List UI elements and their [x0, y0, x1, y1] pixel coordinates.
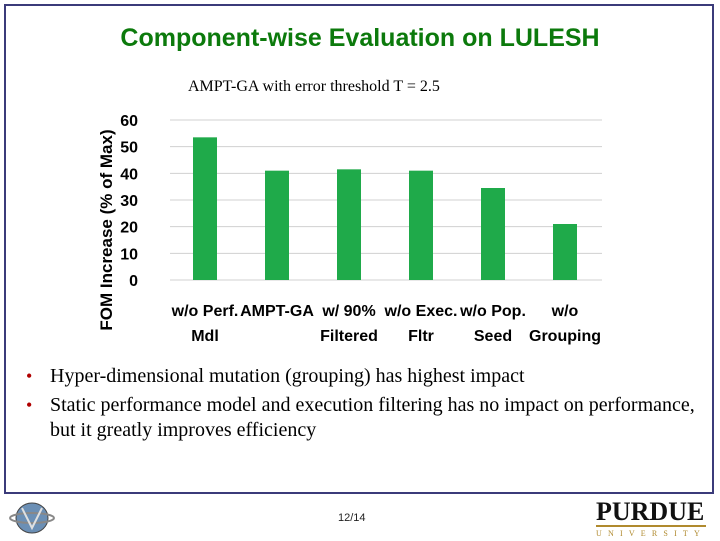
- y-tick-label: 60: [120, 113, 138, 130]
- bar-chart: 60 50 40 30 20 10 0 w/o Perf. Mdl AMPT-GA w/ 90% F…: [97, 113, 602, 345]
- y-tick-label: 10: [120, 246, 138, 263]
- bars: [193, 137, 577, 280]
- slide-title: Component-wise Evaluation on LULESH: [120, 24, 600, 52]
- bullet-list: • Hyper-dimensional mutation (grouping) …: [22, 364, 702, 447]
- bullet-item: • Static performance model and execution…: [22, 393, 702, 443]
- bar: [553, 224, 577, 280]
- x-category-label: w/ 90%: [321, 303, 375, 320]
- bullet-text: Hyper-dimensional mutation (grouping) ha…: [50, 365, 525, 387]
- y-tick-label: 20: [120, 220, 138, 237]
- bar: [481, 188, 505, 280]
- bar: [409, 170, 433, 280]
- bar: [193, 137, 217, 280]
- lab-logo-icon: [8, 500, 56, 541]
- y-axis-label: FOM Increase (% of Max): [97, 129, 116, 330]
- y-tick-label: 30: [120, 193, 138, 210]
- bullet-item: • Hyper-dimensional mutation (grouping) …: [22, 364, 702, 389]
- page-number: 12/14: [338, 512, 366, 524]
- purdue-logo: PURDUE UNIVERSITY: [596, 497, 706, 538]
- y-tick-labels: 60 50 40 30 20 10 0: [120, 113, 138, 290]
- y-tick-label: 50: [120, 140, 138, 157]
- x-category-label: Grouping: [529, 328, 601, 345]
- x-category-label: AMPT-GA: [240, 303, 314, 320]
- bullet-marker: •: [26, 395, 33, 415]
- x-category-label: w/o: [551, 303, 579, 320]
- chart-title: AMPT-GA with error threshold T = 2.5: [188, 78, 440, 95]
- y-tick-label: 0: [129, 273, 138, 290]
- x-category-label: Mdl: [191, 328, 219, 345]
- x-category-label: Filtered: [320, 328, 378, 345]
- bar: [337, 169, 361, 280]
- logo-divider: [596, 525, 706, 527]
- slide-frame: [4, 4, 714, 494]
- purdue-wordmark: PURDUE: [596, 497, 705, 526]
- bar: [265, 170, 289, 280]
- x-category-label: Seed: [474, 328, 512, 345]
- x-category-label: w/o Perf.: [171, 303, 239, 320]
- y-tick-label: 40: [120, 166, 138, 183]
- university-wordmark: UNIVERSITY: [596, 529, 706, 538]
- x-category-labels: w/o Perf. Mdl AMPT-GA w/ 90% Filtered w/o Exe…: [171, 303, 601, 345]
- gridlines: [170, 119, 602, 281]
- bullet-marker: •: [26, 366, 33, 386]
- bullet-text: Static performance model and execution f…: [50, 394, 695, 441]
- x-category-label: w/o Exec.: [384, 303, 458, 320]
- x-category-label: w/o Pop.: [459, 303, 526, 320]
- x-category-label: Fltr: [408, 328, 434, 345]
